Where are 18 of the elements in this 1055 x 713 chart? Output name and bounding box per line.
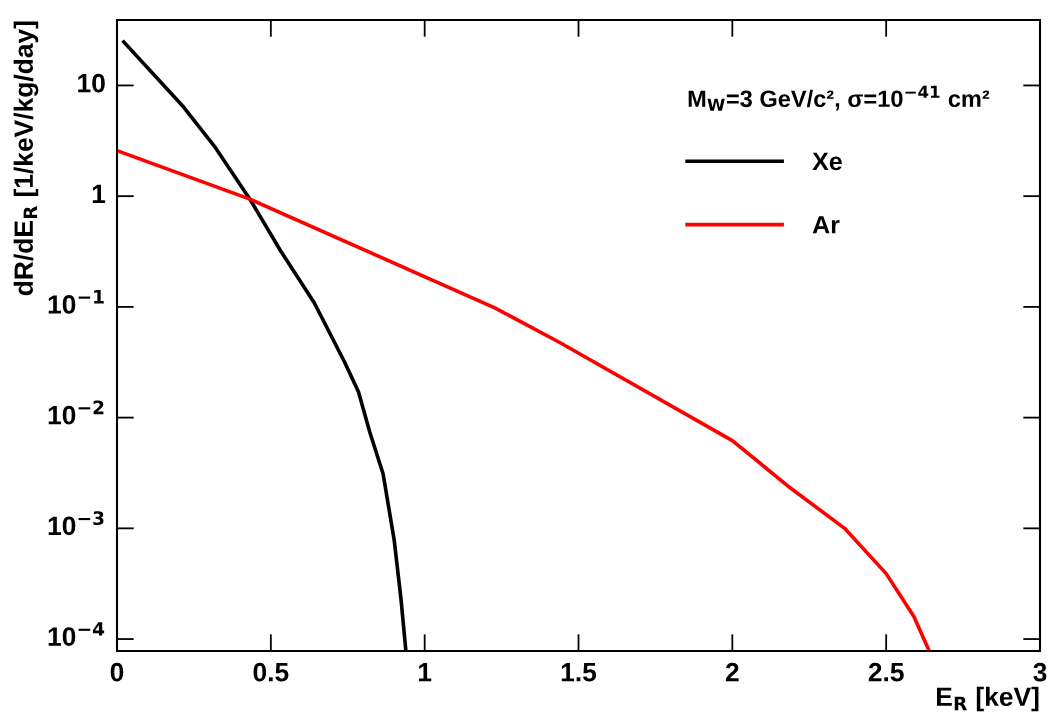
legend-label: Ar [812,216,840,234]
x-tick-label: 0 [110,662,124,682]
x-tick-label: 1 [418,663,432,682]
x-tick-label: 3 [1033,662,1047,682]
y-tick-label: 1 [92,184,106,203]
y-tick-label: 10$^{−4}$ [48,622,105,646]
x-tick-label: 1.5 [561,663,597,682]
legend-title: M$_{W}$=3 GeV/c², σ=10$^{−41}$ cm² [688,85,990,111]
x-tick-label: 0.5 [253,662,289,682]
y-tick-label: 10$^{−2}$ [48,400,104,425]
x-axis-title: E$_{R}$ [keV] [937,686,1039,712]
y-tick-label: 10 [78,73,105,93]
y-tick-label: 10$^{−3}$ [48,511,104,536]
legend-label: Xe [812,152,842,171]
y-tick-label: 10$^{−1}$ [48,289,104,314]
x-tick-label: 2.5 [868,662,904,682]
y-axis-title: dR/dE$_{R}$ [1/keV/kg/day] [13,21,39,296]
x-tick-label: 2 [725,662,739,682]
